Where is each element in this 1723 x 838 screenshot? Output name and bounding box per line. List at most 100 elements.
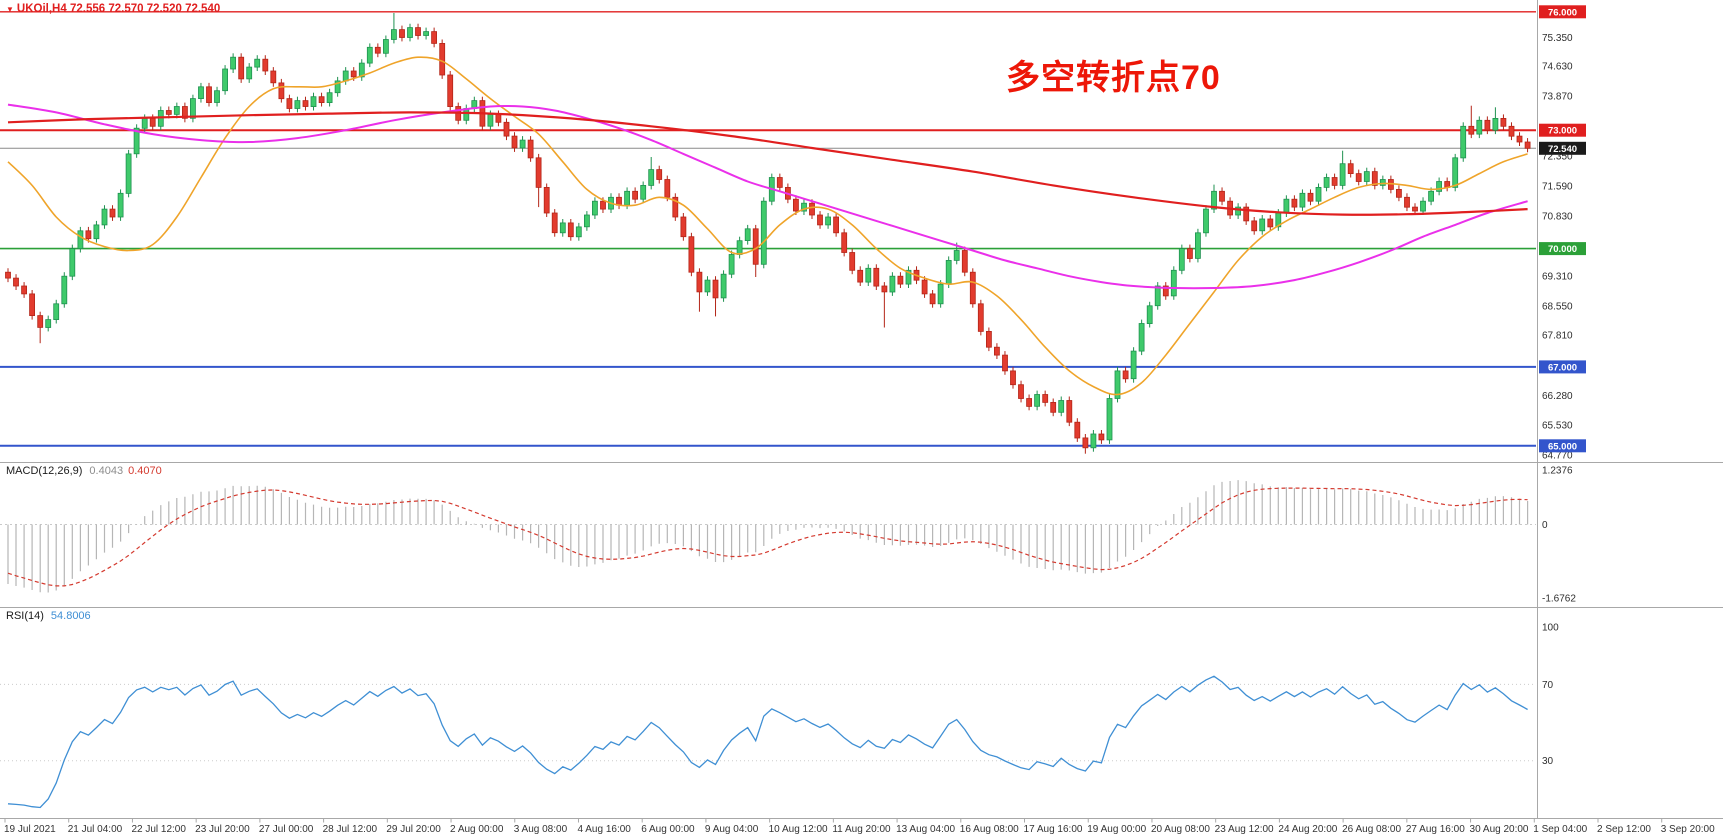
candle-body [326, 92, 333, 103]
candle-body [415, 27, 421, 36]
candle-body [358, 62, 365, 78]
time-label: 3 Sep 20:00 [1661, 824, 1715, 835]
candle-body [624, 190, 630, 206]
candle-body [680, 216, 687, 238]
candle-body [905, 269, 912, 285]
candle-body [640, 184, 647, 200]
candle-body [712, 279, 719, 299]
candle-body [994, 346, 1000, 356]
candle-body [688, 236, 695, 273]
candle-body [1460, 125, 1467, 159]
candle-body [1211, 190, 1217, 210]
candle-body [45, 319, 52, 328]
price-badge-label: 72.540 [1548, 144, 1577, 155]
time-label: 27 Aug 16:00 [1406, 824, 1465, 835]
macd-name: MACD(12,26,9) [6, 465, 83, 477]
price-badge-label: 67.000 [1548, 362, 1577, 373]
candle-body [801, 202, 807, 212]
candle-body [921, 279, 928, 295]
candle-body [13, 277, 19, 287]
candle-body [487, 114, 494, 127]
dropdown-marker-icon[interactable]: ▼ [6, 5, 14, 14]
candle-body [1026, 398, 1032, 407]
candle-body [720, 273, 727, 299]
candle-body [1516, 135, 1523, 143]
price-axis-labels: 75.350 74.630 73.870 72.350 71.590 70.830 69.3… [1539, 5, 1586, 767]
macd-value-main: 0.4043 [89, 465, 124, 477]
candle-body [29, 293, 36, 316]
rsi-axis-label: 100 [1542, 623, 1559, 634]
candle-body [431, 31, 438, 44]
rsi-panel [0, 675, 1536, 809]
candle-body [1371, 171, 1378, 186]
candle-body [833, 216, 839, 234]
candle-body [1219, 190, 1225, 202]
price-tick-label: 66.280 [1542, 391, 1573, 402]
candle-body [53, 303, 60, 320]
candle-body [246, 66, 253, 80]
candle-body [1508, 125, 1515, 137]
candle-body [664, 179, 671, 198]
time-label: 30 Aug 20:00 [1470, 824, 1529, 835]
time-label: 24 Aug 20:00 [1278, 824, 1337, 835]
rsi-name: RSI(14) [6, 610, 44, 622]
macd-axis-label: -1.6762 [1542, 594, 1576, 605]
price-axis[interactable] [1538, 0, 1723, 818]
candle-body [222, 68, 229, 92]
candle-body [77, 230, 84, 250]
chart-annotation-text[interactable]: 多空转折点70 [1006, 59, 1221, 97]
candle-body [423, 31, 430, 36]
candle-body [374, 46, 381, 54]
candle-body [584, 214, 590, 228]
candle-body [1042, 394, 1049, 403]
time-label: 19 Jul 2021 [4, 824, 56, 835]
time-label: 29 Jul 20:00 [386, 824, 441, 835]
candle-body [254, 58, 261, 68]
candle-body [1090, 433, 1097, 449]
candle-body [511, 135, 518, 149]
candle-body [1074, 421, 1081, 439]
candle-body [1492, 118, 1499, 131]
candle-body [1162, 285, 1169, 297]
price-tick-label: 72.350 [1542, 151, 1573, 162]
candle-body [206, 86, 212, 104]
price-tick-label: 75.350 [1542, 33, 1573, 44]
candle-body [189, 98, 196, 119]
ma-mid-line [7, 103, 1528, 290]
macd-axis-label: 1.2376 [1542, 466, 1573, 477]
candle-body [366, 46, 373, 64]
candle-body [1178, 248, 1185, 271]
candle-body [527, 139, 534, 159]
time-label: 6 Aug 00:00 [641, 824, 695, 835]
price-badge-label: 70.000 [1548, 244, 1577, 255]
macd-axis-label: 0 [1542, 520, 1548, 531]
rsi-line [7, 675, 1528, 809]
candle-body [181, 106, 188, 119]
candle-body [1050, 401, 1057, 413]
candle-body [1331, 177, 1338, 186]
symbol-title: ▼ UKOil,H4 72.556 72.570 72.520 72.540 [6, 3, 220, 15]
candle-body [1476, 119, 1483, 135]
candle-body [1146, 305, 1153, 324]
candle-body [1058, 400, 1065, 413]
time-label: 11 Aug 20:00 [832, 824, 891, 835]
candle-body [1524, 141, 1531, 149]
price-tick-label: 67.810 [1542, 330, 1573, 341]
ma-slow-line [7, 111, 1528, 216]
candle-body [1010, 370, 1016, 386]
candle-body [575, 226, 582, 238]
price-badge [1539, 141, 1586, 155]
candle-body [1379, 179, 1386, 186]
candle-body [350, 70, 357, 78]
candle-body [1251, 220, 1258, 232]
candle-body [238, 56, 245, 80]
time-label: 26 Aug 08:00 [1342, 824, 1401, 835]
candle-body [857, 269, 864, 283]
candle-body [1259, 218, 1266, 232]
candle-body [1500, 118, 1507, 127]
candle-body [696, 271, 703, 293]
candle-body [447, 74, 454, 108]
horizontal-lines[interactable] [0, 11, 1536, 447]
